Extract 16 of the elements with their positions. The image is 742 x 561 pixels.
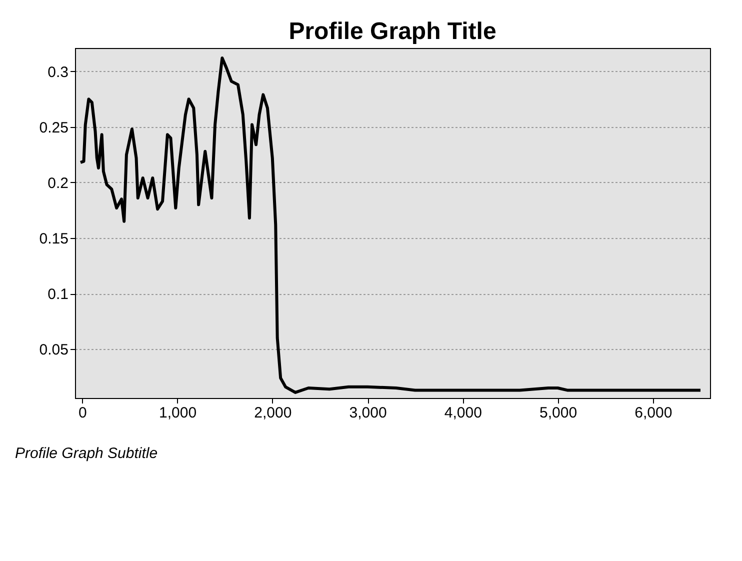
y-tick-label: 0.1 — [48, 286, 68, 304]
x-tick-label: 0 — [78, 404, 87, 422]
text: Profile Graph Subtitle — [15, 445, 158, 462]
x-tick-label: 4,000 — [444, 404, 482, 422]
y-tick-label: 0.15 — [39, 230, 68, 248]
x-tick-label: 3,000 — [349, 404, 387, 422]
y-tick-label: 0.25 — [39, 119, 68, 136]
x-tick-label: 1,000 — [158, 404, 197, 422]
x-tick-label: 2,000 — [254, 404, 292, 422]
line-series — [79, 56, 702, 394]
y-tick-label: 0.3 — [48, 64, 68, 81]
y-tick-label: 0.2 — [48, 174, 68, 192]
chart-title: Profile Graph Title — [288, 18, 496, 45]
y-tick-label: 0.05 — [39, 342, 68, 359]
x-tick-label: 5,000 — [540, 404, 578, 422]
x-tick-label: 6,000 — [634, 404, 672, 422]
